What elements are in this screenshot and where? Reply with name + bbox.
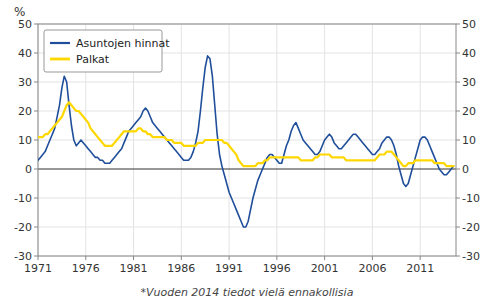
x-tick [38,256,39,260]
x-tick-label: 2001 [311,262,339,275]
y2-tick-label: 10 [462,134,476,147]
y-tick-label: 20 [18,105,32,118]
footnote: *Vuoden 2014 tiedot vielä ennakollisia [141,286,354,299]
y2-tick [456,227,460,228]
background [0,0,494,304]
legend-swatch [50,42,70,44]
y2-tick [456,24,460,25]
y-tick [34,256,38,257]
x-tick [85,256,86,260]
y-axis-label: % [14,5,25,19]
y-tick [34,111,38,112]
y2-tick-label: 20 [462,105,476,118]
grid-line-y [38,82,456,83]
line-series [38,56,454,227]
x-tick [229,256,230,260]
y-tick-label: 10 [18,134,32,147]
x-tick [372,256,373,260]
y-tick [34,169,38,170]
y-tick-label: -20 [14,221,32,234]
y2-tick-label: -20 [462,221,480,234]
x-tick-label: 2006 [358,262,386,275]
grid-line-y [38,198,456,199]
grid [38,24,456,256]
x-tick-label: 1986 [167,262,195,275]
y2-tick [456,169,460,170]
legend: Asuntojen hinnat Palkat [44,30,170,72]
y2-tick-label: -10 [462,192,480,205]
y-tick-label: 50 [18,18,32,31]
y2-tick [456,198,460,199]
x-tick-label: 1991 [215,262,243,275]
y2-tick-label: 0 [462,163,469,176]
y-tick-label: 0 [25,163,32,176]
grid-line-y [38,227,456,228]
y2-tick [456,140,460,141]
plot-area [38,56,454,227]
y-tick [34,82,38,83]
y-tick [34,227,38,228]
plot-frame [38,24,456,256]
line-series [38,102,454,166]
axes: 1971 1976 1981 1986 1991 1996 2001 2006 2011 -30 -… [14,18,480,275]
x-tick [181,256,182,260]
x-tick-label: 2011 [406,262,434,275]
legend-label: Palkat [76,53,110,66]
chart: 1971 1976 1981 1986 1991 1996 2001 2006 2011 -30 -… [0,0,494,304]
y-tick [34,53,38,54]
legend-label: Asuntojen hinnat [76,37,170,50]
x-tick-label: 1996 [263,262,291,275]
y-tick [34,198,38,199]
x-tick [133,256,134,260]
y2-tick-label: 50 [462,18,476,31]
y2-tick-label: 40 [462,47,476,60]
x-tick-label: 1976 [72,262,100,275]
x-tick [276,256,277,260]
y2-tick [456,256,460,257]
y2-tick-label: -30 [462,250,480,263]
y2-tick-label: 30 [462,76,476,89]
y2-tick [456,111,460,112]
y-tick-label: 40 [18,47,32,60]
y-tick-label: -30 [14,250,32,263]
grid-line-y [38,111,456,112]
x-tick-label: 1971 [24,262,52,275]
legend-swatch [50,58,70,61]
y-tick-label: -10 [14,192,32,205]
y2-tick [456,82,460,83]
x-tick-label: 1981 [120,262,148,275]
zero-line [38,168,456,169]
y-tick [34,24,38,25]
y2-tick [456,53,460,54]
x-tick [420,256,421,260]
y-tick [34,140,38,141]
x-tick [324,256,325,260]
y-tick-label: 30 [18,76,32,89]
